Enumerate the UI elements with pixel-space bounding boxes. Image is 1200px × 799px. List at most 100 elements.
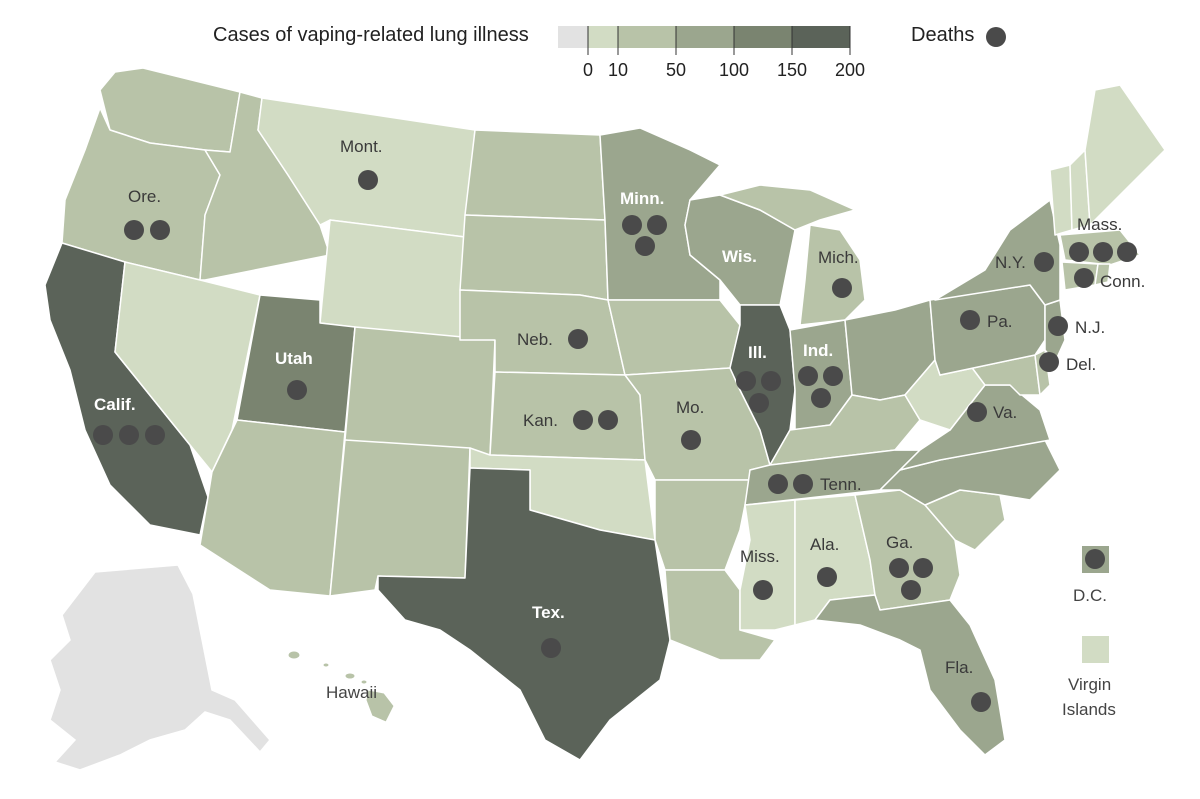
legend-tick-100: 100 <box>718 60 750 80</box>
death-dot-nj-1 <box>1048 316 1068 336</box>
death-dot-ill-3 <box>749 393 769 413</box>
death-dot-miss-1 <box>753 580 773 600</box>
virgin-islands-inset: Virgin Islands <box>1062 636 1116 719</box>
death-dot-mo-1 <box>681 430 701 450</box>
state-new-york <box>934 199 1061 306</box>
death-dot-ind-2 <box>823 366 843 386</box>
label-miss: Miss. <box>740 547 780 566</box>
death-dot-minn-1 <box>622 215 642 235</box>
death-dot-ala-1 <box>817 567 837 587</box>
state-virginia <box>894 384 1051 471</box>
death-dot-tex-1 <box>541 638 561 658</box>
state-north-dakota <box>464 129 606 221</box>
label-del: Del. <box>1066 355 1096 374</box>
legend-tick-50: 50 <box>665 60 687 80</box>
label-kan: Kan. <box>523 411 558 430</box>
death-dot-minn-2 <box>647 215 667 235</box>
state-wyoming <box>319 219 466 341</box>
death-dot-ind-1 <box>798 366 818 386</box>
label-mich: Mich. <box>818 248 859 267</box>
death-dot-utah-1 <box>287 380 307 400</box>
death-dot-mass-1 <box>1069 242 1089 262</box>
legend-swatch-none <box>558 26 588 48</box>
state-rhode-island <box>1094 263 1111 286</box>
legend-tick-10: 10 <box>607 60 629 80</box>
deaths-legend-label: Deaths <box>911 24 975 46</box>
label-ill: Ill. <box>748 343 767 362</box>
legend-swatch-50-100 <box>676 26 734 48</box>
state-arkansas <box>654 479 751 571</box>
state-maine <box>1084 84 1166 226</box>
label-hawaii: Hawaii <box>326 683 377 702</box>
deaths-legend-dot <box>986 27 1006 47</box>
legend-tick-200: 200 <box>834 60 866 80</box>
state-south-dakota <box>459 214 609 301</box>
label-nj: N.J. <box>1075 318 1105 337</box>
legend-swatch-100-150 <box>734 26 792 48</box>
death-dot-ny-1 <box>1034 252 1054 272</box>
death-dot-ill-1 <box>736 371 756 391</box>
death-dot-fla-1 <box>971 692 991 712</box>
death-dot-calif-2 <box>119 425 139 445</box>
death-dot-ga-1 <box>889 558 909 578</box>
death-dot-mass-3 <box>1117 242 1137 262</box>
death-dot-neb-1 <box>568 329 588 349</box>
legend-swatch-0-10 <box>588 26 618 48</box>
death-dot-minn-3 <box>635 236 655 256</box>
death-dot-va-1 <box>967 402 987 422</box>
label-mass: Mass. <box>1077 215 1122 234</box>
label-virgin-islands-line1: Virgin <box>1068 675 1111 694</box>
label-mo: Mo. <box>676 398 704 417</box>
label-ga: Ga. <box>886 533 913 552</box>
death-dot-tenn-2 <box>793 474 813 494</box>
label-utah: Utah <box>275 349 313 368</box>
state-louisiana <box>664 569 776 661</box>
label-tenn: Tenn. <box>820 475 862 494</box>
state-colorado <box>344 326 496 456</box>
state-alaska <box>49 564 271 771</box>
death-dot-conn-1 <box>1074 268 1094 288</box>
label-fla: Fla. <box>945 658 973 677</box>
legend-tick-0: 0 <box>582 60 594 80</box>
death-dot-ill-2 <box>761 371 781 391</box>
death-dot-kan-1 <box>573 410 593 430</box>
legend-tick-150: 150 <box>776 60 808 80</box>
label-ala: Ala. <box>810 535 839 554</box>
label-virgin-islands-line2: Islands <box>1062 700 1116 719</box>
legend-title: Cases of vaping-related lung illness <box>213 24 529 46</box>
label-dc: D.C. <box>1073 586 1107 605</box>
label-wis: Wis. <box>722 247 757 266</box>
death-dot-calif-3 <box>145 425 165 445</box>
legend-swatch-150-200 <box>792 26 850 48</box>
label-va: Va. <box>993 403 1017 422</box>
dc-death-dot <box>1085 549 1105 569</box>
death-dot-ore-1 <box>124 220 144 240</box>
label-pa: Pa. <box>987 312 1013 331</box>
death-dot-calif-1 <box>93 425 113 445</box>
label-ore: Ore. <box>128 187 161 206</box>
death-dot-del-1 <box>1039 352 1059 372</box>
label-calif: Calif. <box>94 395 136 414</box>
death-dot-mass-2 <box>1093 242 1113 262</box>
death-dot-kan-2 <box>598 410 618 430</box>
label-mont: Mont. <box>340 137 383 156</box>
death-dot-ind-3 <box>811 388 831 408</box>
label-ny: N.Y. <box>995 253 1026 272</box>
death-dot-mich-1 <box>832 278 852 298</box>
legend-swatch-10-50 <box>618 26 676 48</box>
state-michigan-upper <box>719 184 856 231</box>
death-dot-mont-1 <box>358 170 378 190</box>
state-kansas <box>489 371 646 461</box>
state-hawaii: Hawaii <box>287 650 395 723</box>
death-dot-ga-3 <box>901 580 921 600</box>
label-neb: Neb. <box>517 330 553 349</box>
state-michigan <box>799 224 866 326</box>
state-iowa <box>607 299 741 376</box>
state-florida <box>814 594 1006 756</box>
label-ind: Ind. <box>803 341 833 360</box>
death-dot-tenn-1 <box>768 474 788 494</box>
death-dot-pa-1 <box>960 310 980 330</box>
death-dot-ore-2 <box>150 220 170 240</box>
